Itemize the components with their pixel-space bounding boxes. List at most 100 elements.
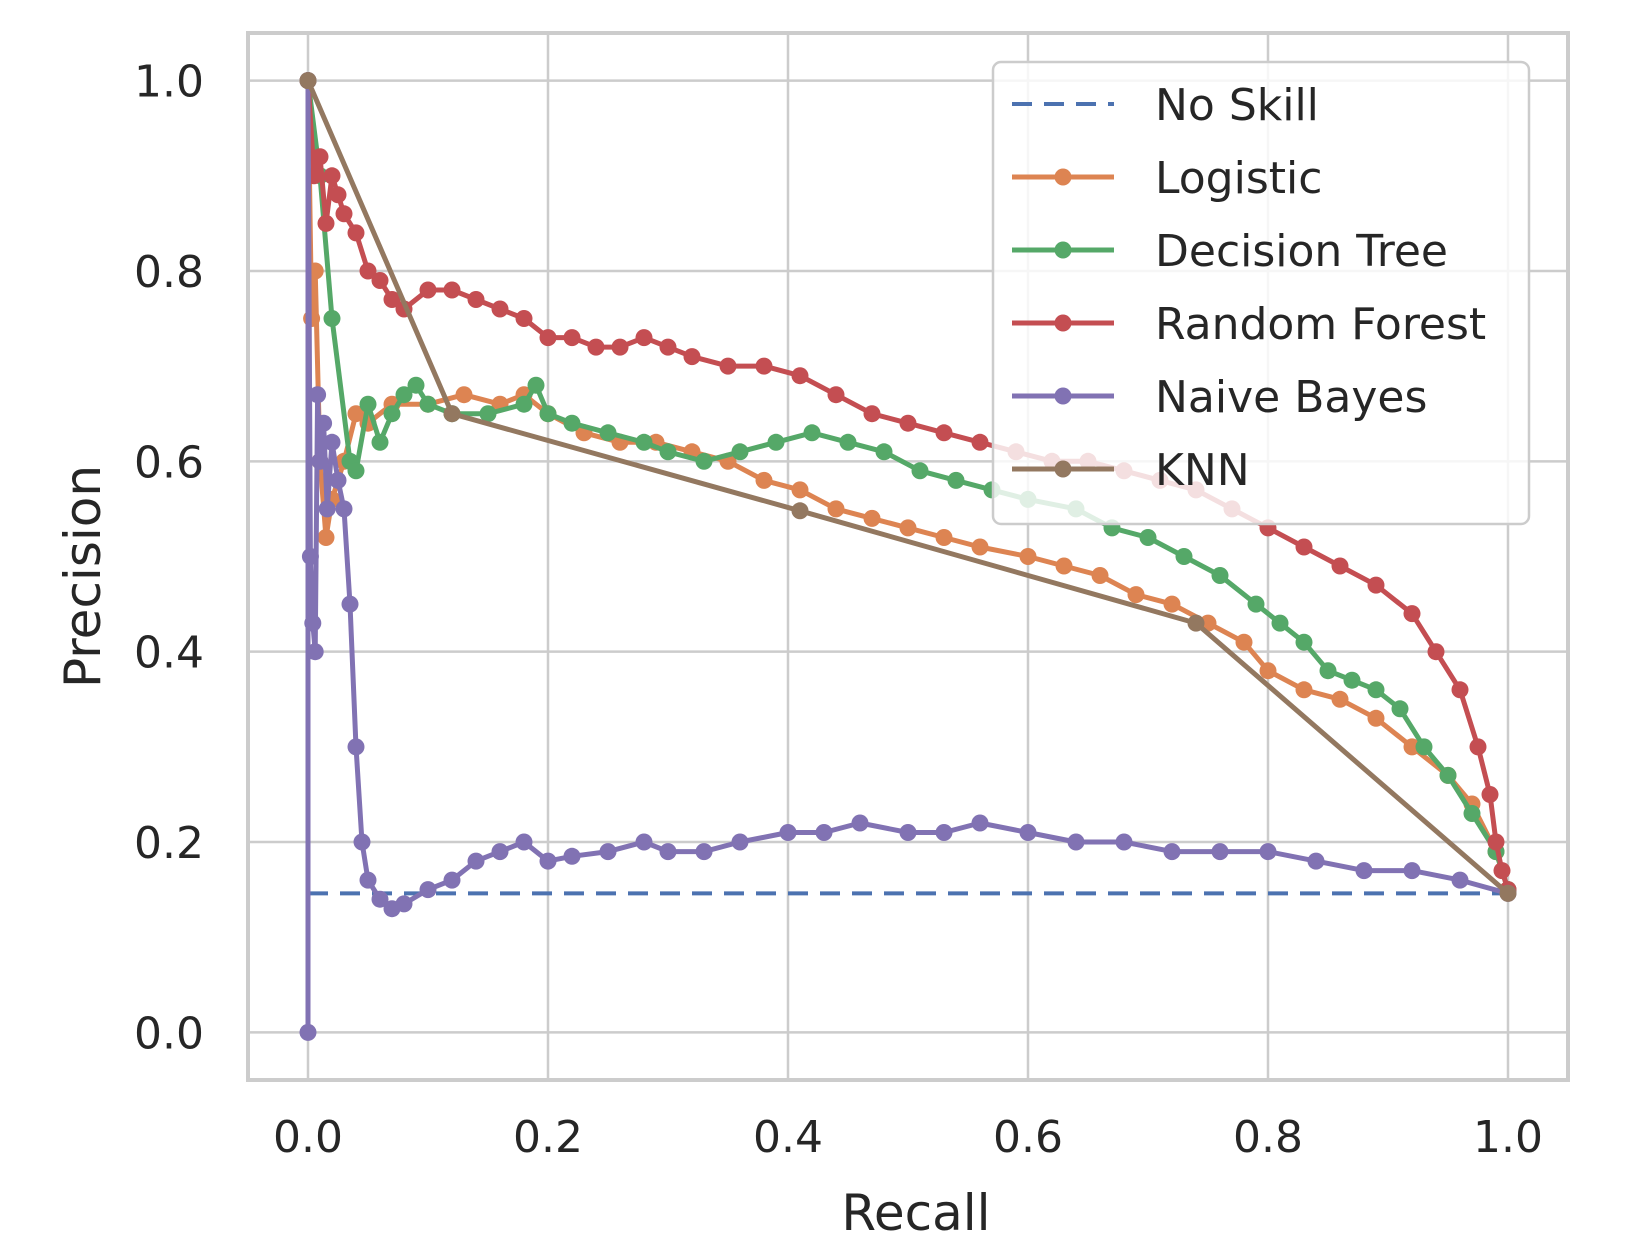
data-point-decision-tree	[515, 395, 533, 413]
x-tick-label: 0.2	[513, 1112, 583, 1163]
data-point-decision-tree	[419, 395, 437, 413]
data-point-logistic	[1403, 738, 1421, 756]
data-point-random-forest	[1481, 786, 1499, 803]
legend: No Skill Logistic Decision Tree Random Fore…	[991, 60, 1531, 526]
data-point-random-forest	[1295, 538, 1313, 556]
data-point-decision-tree	[1247, 595, 1265, 613]
data-point-naive-bayes	[1067, 833, 1085, 851]
data-point-random-forest	[683, 348, 701, 366]
data-point-random-forest	[311, 148, 329, 166]
x-axis-label: Recall	[841, 1184, 990, 1242]
data-point-random-forest	[971, 433, 989, 451]
data-point-naive-bayes	[899, 824, 917, 841]
data-point-decision-tree	[1343, 671, 1361, 689]
y-tick-label: 0.4	[134, 628, 204, 679]
data-point-random-forest	[539, 329, 557, 347]
data-point-random-forest	[335, 205, 353, 223]
data-point-random-forest	[1487, 833, 1505, 851]
data-point-random-forest	[719, 357, 737, 375]
data-point-naive-bayes	[353, 833, 371, 851]
data-point-naive-bayes	[635, 833, 653, 851]
data-point-logistic	[971, 538, 989, 556]
series-knn	[299, 72, 1517, 902]
data-point-decision-tree	[539, 405, 557, 423]
data-point-naive-bayes	[1019, 824, 1037, 841]
data-point-random-forest	[383, 291, 401, 308]
data-point-logistic	[1235, 633, 1253, 651]
data-point-random-forest	[587, 338, 605, 356]
data-point-logistic	[455, 386, 473, 404]
data-point-decision-tree	[563, 414, 581, 432]
data-point-logistic	[1259, 662, 1277, 680]
series-random-forest	[299, 72, 1517, 899]
data-point-naive-bayes	[347, 738, 365, 756]
data-point-logistic	[1019, 548, 1037, 565]
data-point-naive-bayes	[599, 843, 617, 861]
data-point-decision-tree	[479, 405, 497, 423]
data-point-logistic	[1331, 690, 1349, 708]
data-point-decision-tree	[767, 433, 785, 451]
data-point-naive-bayes	[1115, 833, 1133, 851]
data-point-naive-bayes	[304, 614, 322, 632]
data-point-naive-bayes	[335, 500, 353, 518]
data-point-random-forest	[329, 186, 347, 204]
data-point-decision-tree	[395, 386, 413, 404]
data-point-random-forest	[863, 405, 881, 423]
data-point-naive-bayes	[323, 433, 341, 451]
data-point-naive-bayes	[779, 824, 797, 841]
data-point-decision-tree	[875, 443, 893, 461]
data-point-naive-bayes	[491, 843, 509, 861]
data-point-naive-bayes	[695, 843, 713, 861]
x-tick-label: 0.8	[1233, 1112, 1303, 1163]
plot-frame	[246, 31, 1570, 1082]
data-point-decision-tree	[1439, 766, 1457, 784]
data-point-decision-tree	[839, 433, 857, 451]
data-point-naive-bayes	[318, 500, 336, 518]
y-tick-label: 0.0	[134, 1008, 204, 1059]
data-point-naive-bayes	[1259, 843, 1277, 861]
data-point-naive-bayes	[309, 386, 327, 404]
data-point-decision-tree	[1271, 614, 1289, 632]
data-point-knn	[791, 502, 809, 520]
data-point-random-forest	[791, 367, 809, 385]
data-point-random-forest	[899, 414, 917, 432]
data-point-naive-bayes	[1403, 862, 1421, 880]
legend-label: No Skill	[1155, 80, 1319, 131]
data-point-naive-bayes	[371, 890, 389, 908]
data-point-naive-bayes	[1307, 852, 1325, 870]
data-point-naive-bayes	[1355, 862, 1373, 880]
data-point-random-forest	[323, 167, 341, 185]
data-point-naive-bayes	[443, 871, 461, 889]
data-point-logistic	[1055, 557, 1073, 575]
data-point-naive-bayes	[311, 452, 329, 470]
data-point-random-forest	[1331, 557, 1349, 575]
y-axis-label: Precision	[54, 465, 112, 688]
legend-label: Decision Tree	[1155, 226, 1448, 277]
data-point-naive-bayes	[467, 852, 485, 870]
data-point-random-forest	[491, 300, 509, 318]
data-point-logistic	[347, 405, 365, 423]
data-point-naive-bayes	[659, 843, 677, 861]
x-tick-label: 0.0	[273, 1112, 343, 1163]
data-point-decision-tree	[1319, 662, 1337, 680]
data-point-decision-tree	[803, 424, 821, 442]
data-point-decision-tree	[347, 462, 365, 480]
legend-item-no-skill: No Skill	[1012, 80, 1319, 131]
data-point-decision-tree	[1367, 681, 1385, 699]
data-point-decision-tree	[1391, 700, 1409, 718]
data-point-decision-tree	[1211, 567, 1229, 584]
data-point-naive-bayes	[563, 847, 581, 865]
data-point-naive-bayes	[851, 814, 869, 832]
data-point-decision-tree	[407, 376, 425, 394]
data-point-naive-bayes	[395, 895, 413, 913]
data-point-random-forest	[611, 338, 629, 356]
data-point-naive-bayes	[306, 643, 324, 661]
data-point-random-forest	[1451, 681, 1469, 699]
data-point-logistic	[791, 481, 809, 499]
legend-label: Logistic	[1155, 153, 1322, 204]
tick-labels: 0.0 0.2 0.4 0.6 0.8 1.0 0.0 0.2 0.4 0.6 0.8 1.0	[134, 57, 1543, 1163]
data-point-random-forest	[1469, 738, 1487, 756]
x-tick-label: 0.4	[753, 1112, 823, 1163]
